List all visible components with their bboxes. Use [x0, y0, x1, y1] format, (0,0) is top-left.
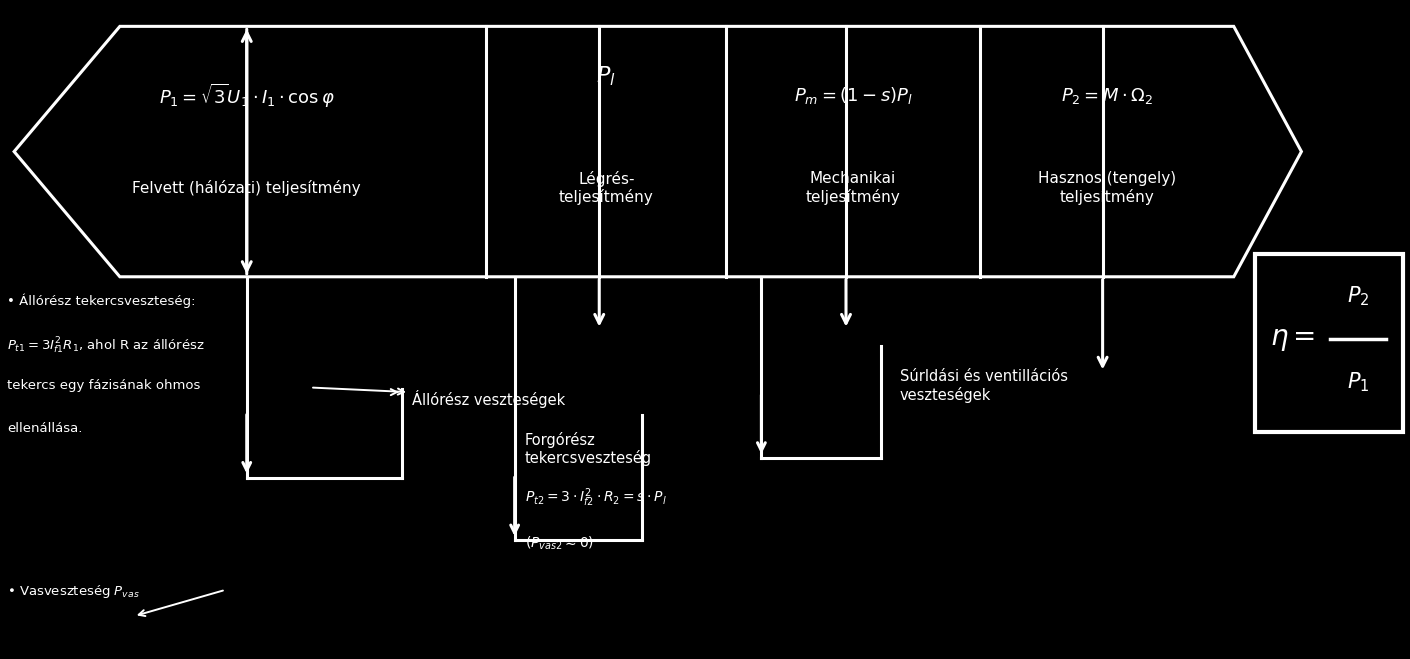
Text: $P_1 = \sqrt{3}U_1 \cdot I_1 \cdot \cos \varphi$: $P_1 = \sqrt{3}U_1 \cdot I_1 \cdot \cos … — [159, 82, 334, 109]
Text: $P_{t2} = 3 \cdot I_{f2}^2 \cdot R_2 = s \cdot P_l$: $P_{t2} = 3 \cdot I_{f2}^2 \cdot R_2 = s… — [525, 486, 666, 509]
Text: • Állórész tekercsveszteség:: • Állórész tekercsveszteség: — [7, 293, 196, 308]
Text: Forgórész
tekercsveszteség: Forgórész tekercsveszteség — [525, 432, 651, 467]
Text: $P_{t1}=3I_{f1}^{2}R_1$, ahol R az állórész: $P_{t1}=3I_{f1}^{2}R_1$, ahol R az állór… — [7, 336, 204, 357]
Text: tekercs egy fázisának ohmos: tekercs egy fázisának ohmos — [7, 379, 200, 392]
Text: • Vasveszteség $P_{vas}$: • Vasveszteség $P_{vas}$ — [7, 583, 140, 600]
Text: $P_m = (1-s)P_l$: $P_m = (1-s)P_l$ — [794, 85, 912, 106]
Text: ellenállása.: ellenállása. — [7, 422, 82, 435]
Text: $P_l$: $P_l$ — [596, 64, 616, 88]
Text: $\eta =$: $\eta =$ — [1270, 326, 1316, 353]
Text: $P_2 = M \cdot \Omega_2$: $P_2 = M \cdot \Omega_2$ — [1060, 86, 1153, 105]
Text: $P_1$: $P_1$ — [1347, 370, 1369, 394]
Text: Felvett (hálózati) teljesítmény: Felvett (hálózati) teljesítmény — [133, 180, 361, 196]
Text: Súrldási és ventillációs
veszteségek: Súrldási és ventillációs veszteségek — [900, 369, 1067, 403]
Text: Állórész veszteségek: Állórész veszteségek — [412, 389, 565, 408]
Text: Mechanikai
teljesítmény: Mechanikai teljesítmény — [805, 171, 901, 204]
Text: $P_2$: $P_2$ — [1347, 285, 1369, 308]
Text: Hasznos (tengely)
teljesítmény: Hasznos (tengely) teljesítmény — [1038, 171, 1176, 204]
Text: $(P_{vas2} \approx 0)$: $(P_{vas2} \approx 0)$ — [525, 535, 594, 552]
FancyBboxPatch shape — [1255, 254, 1403, 432]
Text: Légrés-
teljesítmény: Légrés- teljesítmény — [558, 171, 654, 205]
